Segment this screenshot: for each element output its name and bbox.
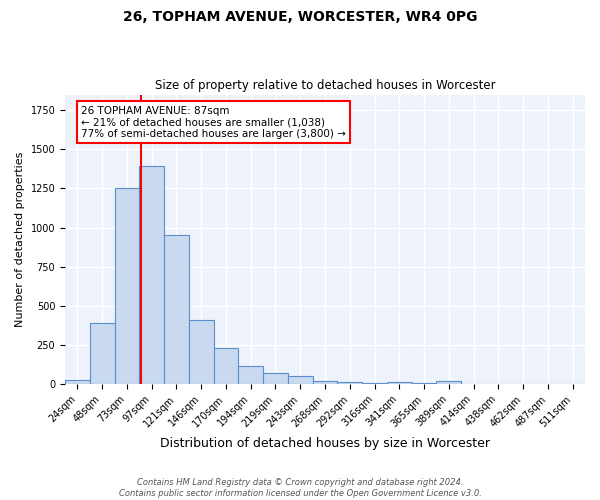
Bar bbox=[214, 348, 238, 384]
Bar bbox=[387, 382, 412, 384]
Bar bbox=[288, 376, 313, 384]
Bar bbox=[337, 382, 362, 384]
Bar bbox=[90, 323, 115, 384]
Bar bbox=[115, 188, 139, 384]
Text: 26, TOPHAM AVENUE, WORCESTER, WR4 0PG: 26, TOPHAM AVENUE, WORCESTER, WR4 0PG bbox=[123, 10, 477, 24]
Title: Size of property relative to detached houses in Worcester: Size of property relative to detached ho… bbox=[155, 79, 496, 92]
Bar bbox=[263, 374, 288, 384]
Bar bbox=[164, 234, 189, 384]
X-axis label: Distribution of detached houses by size in Worcester: Distribution of detached houses by size … bbox=[160, 437, 490, 450]
Bar bbox=[436, 380, 461, 384]
Bar bbox=[313, 381, 337, 384]
Bar bbox=[238, 366, 263, 384]
Y-axis label: Number of detached properties: Number of detached properties bbox=[15, 152, 25, 327]
Text: 26 TOPHAM AVENUE: 87sqm
← 21% of detached houses are smaller (1,038)
77% of semi: 26 TOPHAM AVENUE: 87sqm ← 21% of detache… bbox=[81, 106, 346, 138]
Bar bbox=[362, 383, 387, 384]
Bar bbox=[65, 380, 90, 384]
Text: Contains HM Land Registry data © Crown copyright and database right 2024.
Contai: Contains HM Land Registry data © Crown c… bbox=[119, 478, 481, 498]
Bar bbox=[412, 383, 436, 384]
Bar bbox=[139, 166, 164, 384]
Bar bbox=[189, 320, 214, 384]
